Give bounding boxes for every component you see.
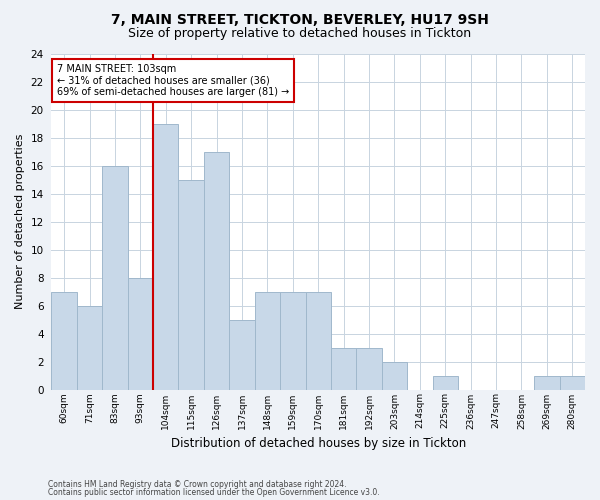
X-axis label: Distribution of detached houses by size in Tickton: Distribution of detached houses by size … [170,437,466,450]
Bar [153,124,178,390]
Y-axis label: Number of detached properties: Number of detached properties [15,134,25,310]
Bar [255,292,280,390]
Bar [280,292,305,390]
Text: 7 MAIN STREET: 103sqm
← 31% of detached houses are smaller (36)
69% of semi-deta: 7 MAIN STREET: 103sqm ← 31% of detached … [57,64,289,98]
Bar [382,362,407,390]
Bar [128,278,153,390]
Bar [102,166,128,390]
Bar [229,320,255,390]
Bar [305,292,331,390]
Bar [356,348,382,390]
Text: 7, MAIN STREET, TICKTON, BEVERLEY, HU17 9SH: 7, MAIN STREET, TICKTON, BEVERLEY, HU17 … [111,12,489,26]
Text: Contains public sector information licensed under the Open Government Licence v3: Contains public sector information licen… [48,488,380,497]
Bar [433,376,458,390]
Bar [178,180,204,390]
Bar [52,292,77,390]
Bar [331,348,356,390]
Bar [77,306,102,390]
Bar [560,376,585,390]
Bar [204,152,229,390]
Text: Size of property relative to detached houses in Tickton: Size of property relative to detached ho… [128,28,472,40]
Bar [534,376,560,390]
Text: Contains HM Land Registry data © Crown copyright and database right 2024.: Contains HM Land Registry data © Crown c… [48,480,347,489]
